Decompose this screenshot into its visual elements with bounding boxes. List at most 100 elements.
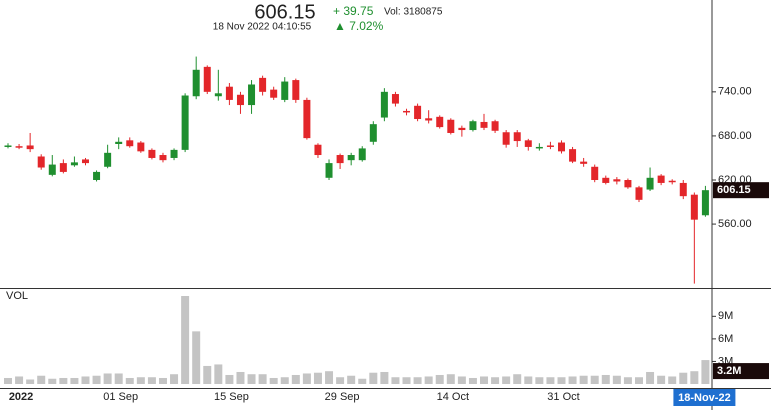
candle-body (148, 149, 156, 158)
crosshair-date-label: 18-Nov-22 (678, 392, 731, 404)
volume-bar (103, 373, 112, 384)
last-volume-label: 3.2M (717, 365, 741, 377)
header-timestamp: 18 Nov 2022 04:10:55 (213, 22, 312, 33)
volume-bar (568, 376, 577, 384)
y2-tick-label: 6M (718, 333, 733, 345)
candle-body (480, 121, 488, 128)
candle-body (414, 105, 422, 120)
candle-body (214, 93, 222, 97)
candle-body (104, 152, 112, 167)
candle-body (447, 119, 455, 133)
candle-body (635, 187, 643, 200)
volume-bar (147, 377, 156, 384)
volume-bar (4, 377, 12, 384)
candle-body (203, 66, 211, 92)
candle-body (436, 116, 444, 128)
volume-bar (26, 379, 35, 384)
volume-bar (557, 377, 566, 384)
y2-tick-label: 9M (718, 310, 733, 322)
volume-bar (258, 374, 267, 384)
header-volume: Vol: 3180875 (384, 7, 443, 18)
candle-body (192, 69, 200, 97)
x-tick-label: 31 Oct (547, 391, 579, 403)
x-tick-label: 15 Sep (214, 391, 249, 403)
volume-bar (170, 374, 179, 384)
volume-bar (37, 375, 46, 384)
candle-body (602, 177, 610, 183)
candle-body (391, 94, 399, 104)
volume-bar (634, 377, 643, 384)
candle-body (613, 179, 621, 182)
volume-bar (491, 377, 500, 384)
candle-body (502, 132, 510, 145)
candle-body (259, 77, 267, 92)
candle-body (679, 182, 687, 197)
candle-body (668, 180, 676, 183)
candle-body (657, 175, 665, 183)
candle-body (546, 145, 554, 147)
volume-bar (435, 374, 444, 384)
volume-bar (70, 377, 79, 384)
y-tick-label: 680.00 (718, 130, 752, 142)
candle-body (380, 91, 388, 118)
x-tick-label: 14 Oct (437, 391, 469, 403)
volume-bar (214, 364, 223, 384)
candle-body (425, 118, 433, 121)
volume-bar (579, 375, 588, 384)
candle-body (535, 146, 543, 149)
volume-bar (480, 376, 489, 384)
x-tick-label: 2022 (9, 391, 33, 403)
candle-body (248, 84, 256, 106)
volume-bar (136, 377, 145, 384)
volume-bar (358, 378, 367, 384)
crosshair-date-tag (673, 389, 736, 406)
volume-bar (502, 376, 511, 384)
candle-body (115, 141, 123, 144)
volume-bar (15, 376, 24, 384)
candle-body (59, 163, 67, 172)
volume-bar (446, 374, 455, 384)
volume-bar (380, 371, 389, 384)
volume-bar (701, 360, 710, 384)
candle-body (558, 142, 565, 152)
candle-body (93, 171, 101, 180)
volume-bar (601, 374, 610, 384)
volume-bar (313, 372, 322, 384)
volume-bar (679, 372, 688, 384)
volume-bar (546, 377, 555, 384)
volume-bar (402, 377, 411, 384)
candle-body (81, 159, 89, 164)
candle-body (225, 86, 233, 100)
candle-body (281, 81, 289, 100)
candle-body (580, 161, 588, 164)
volume-bar (59, 377, 68, 384)
volume-bar (468, 377, 477, 384)
volume-bar (369, 372, 378, 384)
volume-bar (192, 331, 201, 384)
candle-body (369, 124, 377, 142)
volume-bar (203, 365, 212, 384)
candle-body (458, 127, 466, 131)
candle-body (70, 162, 78, 166)
candle-body (690, 194, 698, 220)
volume-bar (413, 377, 422, 384)
header-change: + 39.75 (333, 4, 374, 18)
volume-bar (690, 371, 699, 384)
volume-bar (92, 375, 101, 384)
header-change-percent: ▲ 7.02% (334, 19, 384, 33)
volume-bar (668, 376, 677, 384)
candle-body (624, 180, 632, 188)
volume-bar (81, 376, 90, 384)
last-price-tag (713, 182, 769, 199)
candle-body (701, 190, 709, 216)
volume-bar (457, 376, 466, 384)
y-tick-label: 740.00 (718, 86, 752, 98)
volume-pane-label: VOL (6, 290, 28, 302)
volume-bar (391, 377, 400, 384)
volume-bar (247, 374, 256, 384)
candle-body (48, 164, 56, 175)
volume-bar (424, 376, 433, 384)
candle-body (646, 177, 654, 190)
volume-bar (158, 377, 167, 384)
